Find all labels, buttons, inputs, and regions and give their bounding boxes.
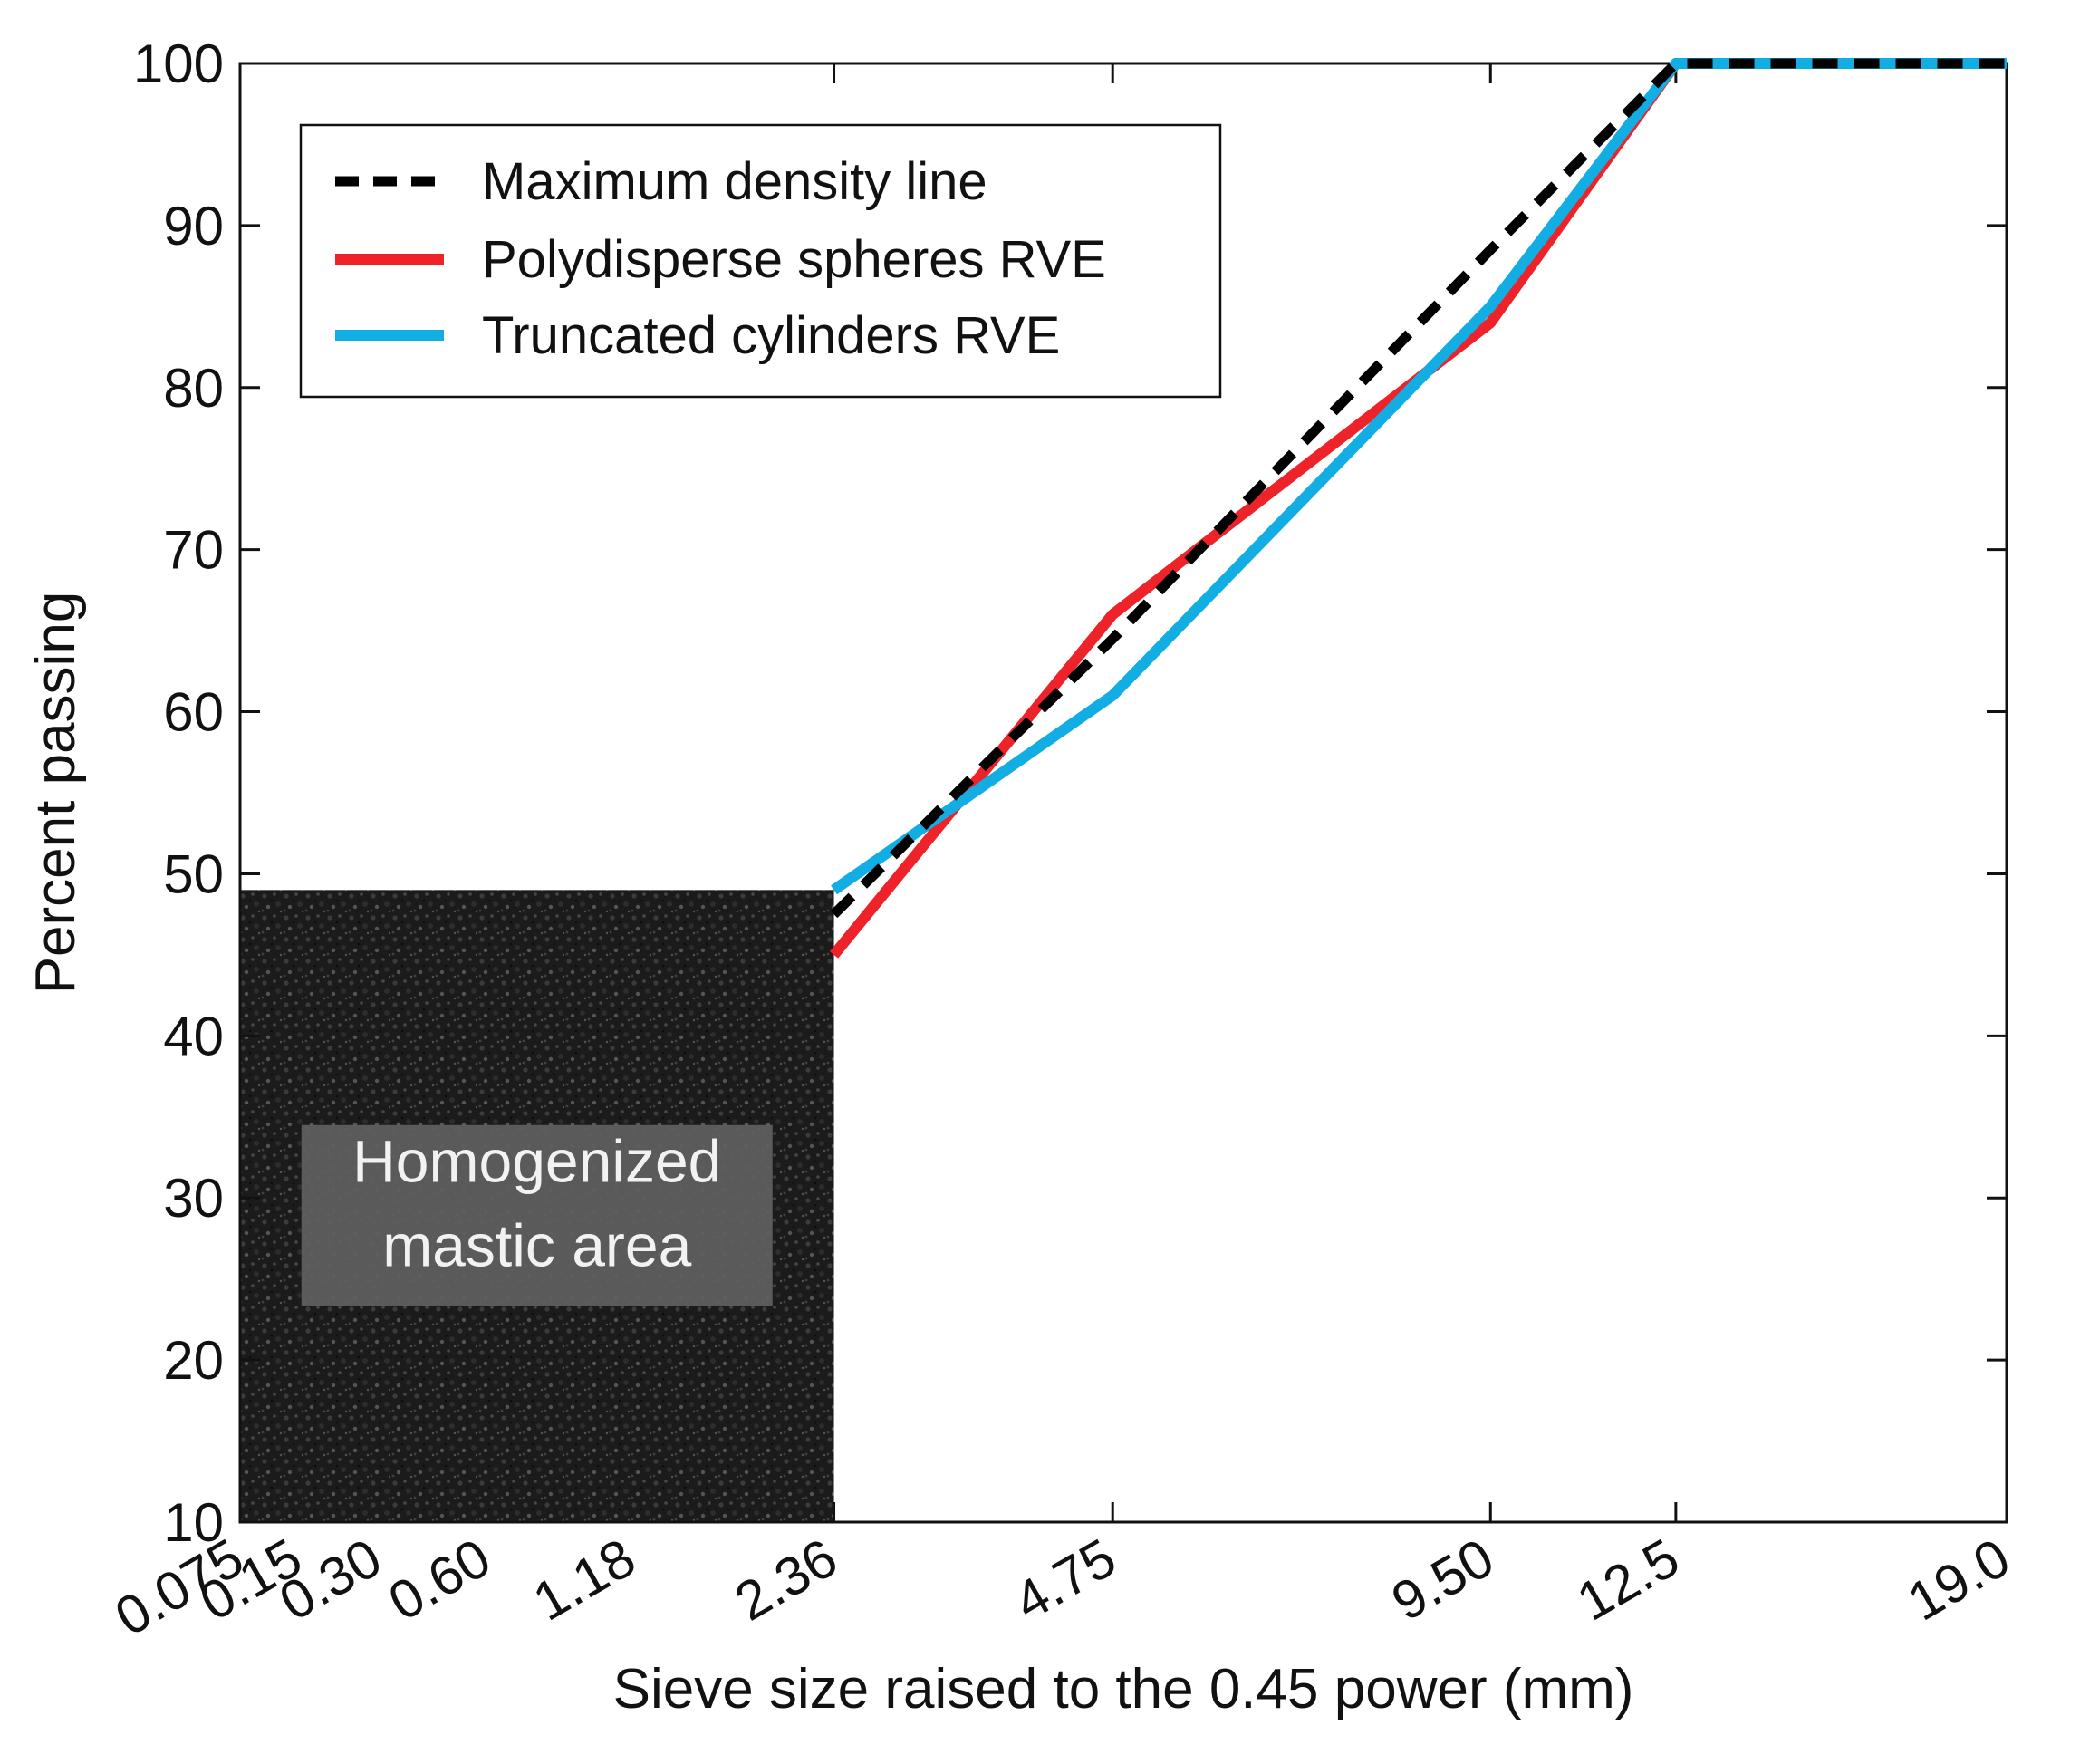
mastic-label-line-2: mastic area [382, 1211, 691, 1278]
plot-frame [238, 62, 2008, 1524]
y-axis-title: Percent passing [24, 592, 87, 995]
homogenized-mastic-region: Homogenized mastic area [240, 890, 834, 1522]
legend-label-polydisperse: Polydisperse spheres RVE [482, 230, 1106, 289]
y-tick-label: 80 [163, 358, 224, 419]
series-line-maximum-density-line [830, 58, 2007, 919]
data-series [829, 58, 2007, 959]
y-tick-label: 30 [163, 1168, 224, 1229]
mastic-label-box [301, 1124, 773, 1306]
x-tick-label: 0.60 [379, 1527, 501, 1632]
y-tick-label: 90 [163, 196, 224, 256]
x-tick-label: 4.75 [1004, 1527, 1126, 1632]
y-tick-label: 70 [163, 520, 224, 581]
x-tick-label: 2.36 [725, 1527, 847, 1632]
legend-label-max-density: Maximum density line [482, 152, 987, 211]
y-tick-label: 10 [163, 1492, 224, 1553]
x-tick-label: 12.5 [1567, 1527, 1690, 1632]
y-tick-label: 100 [133, 34, 224, 94]
x-tick-label: 1.18 [524, 1527, 646, 1632]
y-tick-label: 40 [163, 1006, 224, 1066]
mastic-label-line-1: Homogenized [352, 1127, 721, 1194]
x-tick-label: 19.0 [1898, 1527, 2020, 1632]
x-axis-title: Sieve size raised to the 0.45 power (mm) [613, 1658, 1634, 1721]
y-tick-label: 60 [163, 682, 224, 743]
y-tick-label: 50 [163, 843, 224, 904]
legend-label-truncated-cylinders: Truncated cylinders RVE [482, 306, 1060, 365]
x-tick-label: 9.50 [1382, 1527, 1504, 1632]
legend-box [299, 123, 1222, 399]
legend: Maximum density line Polydisperse sphere… [299, 123, 1222, 399]
y-tick-label: 20 [163, 1330, 224, 1391]
